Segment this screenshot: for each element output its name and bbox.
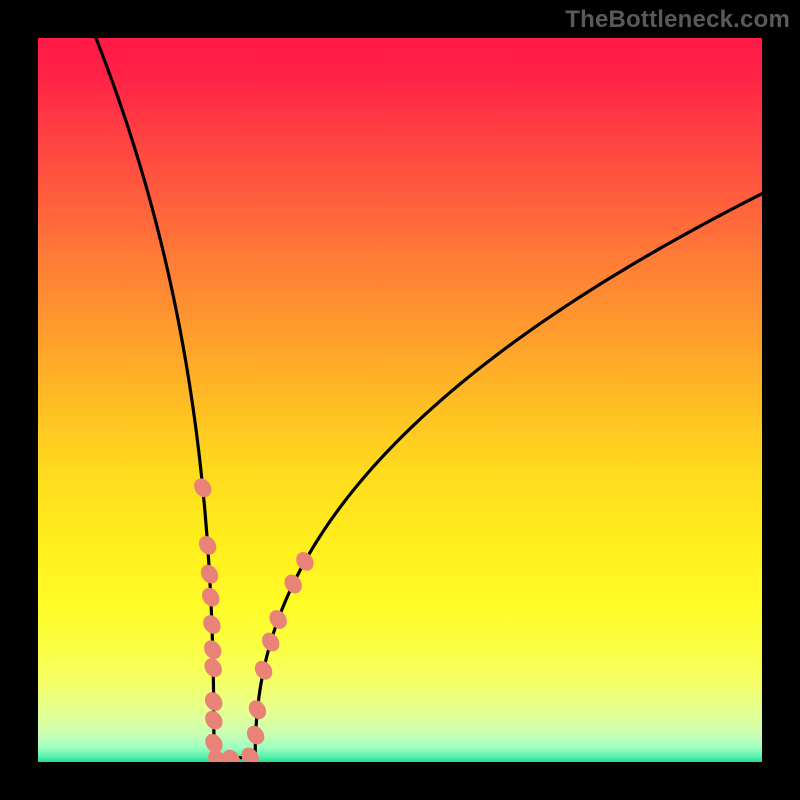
gradient-background [38,38,762,762]
chart-container: TheBottleneck.com [0,0,800,800]
frame-border [0,0,38,800]
frame-border [0,762,800,800]
bottleneck-curve-chart [0,0,800,800]
watermark-text: TheBottleneck.com [565,6,790,34]
frame-border [762,0,800,800]
